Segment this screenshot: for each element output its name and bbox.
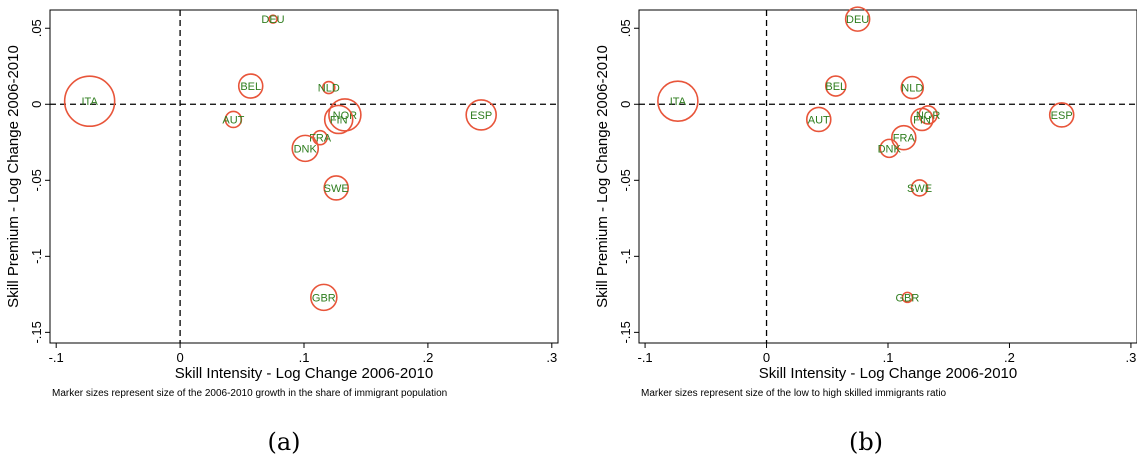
point-label-ita: ITA <box>82 96 99 108</box>
point-label-nor: NOR <box>916 110 941 122</box>
marker-nld <box>900 75 925 100</box>
point-label-aut: AUT <box>222 114 244 126</box>
x-axis-title: Skill Intensity - Log Change 2006-2010 <box>759 365 1018 382</box>
y-tick-label: .05 <box>618 19 633 37</box>
point-label-swe: SWE <box>907 183 932 195</box>
marker-deu <box>268 14 278 24</box>
marker-swe <box>910 179 929 197</box>
plot-frame <box>638 9 1137 344</box>
marker-fin <box>910 107 934 132</box>
point-label-nld: NLD <box>318 83 340 95</box>
point-label-deu: DEU <box>846 14 869 26</box>
marker-aut <box>224 110 243 129</box>
y-tick-label: -.05 <box>29 169 44 191</box>
x-tick-label: 0 <box>763 350 770 365</box>
y-tick-label: 0 <box>29 101 44 108</box>
y-tick-label: -.05 <box>618 169 633 191</box>
point-label-gbr: GBR <box>896 292 920 304</box>
y-tick-label: .05 <box>29 19 44 37</box>
marker-swe <box>323 175 350 201</box>
x-axis-title: Skill Intensity - Log Change 2006-2010 <box>175 365 434 382</box>
point-label-swe: SWE <box>324 183 349 195</box>
scatter-panel-1: -.1 0 .1 .2 .3 .05 0 -.05 -.1 -.15 ITA DEU BEL NLD AUT… <box>5 9 559 456</box>
marker-fin <box>323 104 354 135</box>
x-tick-label: -.1 <box>49 350 64 365</box>
point-label-esp: ESP <box>1051 110 1073 122</box>
point-label-ita: ITA <box>670 96 687 108</box>
marker-nor <box>328 98 362 132</box>
y-tick-label: -.1 <box>618 249 633 264</box>
point-label-deu: DEU <box>261 14 284 26</box>
marker-nor <box>918 105 938 125</box>
marker-esp <box>465 99 497 131</box>
point-label-aut: AUT <box>808 114 830 126</box>
y-tick-label: -.1 <box>29 249 44 264</box>
panel-caption: (b) <box>849 428 883 456</box>
marker-size-note: Marker sizes represent size of the 2006-… <box>52 388 447 399</box>
x-tick-label: .2 <box>1004 350 1015 365</box>
marker-fra <box>890 124 917 151</box>
marker-deu <box>844 6 871 32</box>
point-label-dnk: DNK <box>294 143 318 155</box>
point-label-bel: BEL <box>825 81 846 93</box>
x-tick-label: .3 <box>1126 350 1137 365</box>
y-tick-label: 0 <box>618 101 633 108</box>
marker-gbr <box>901 291 914 304</box>
point-label-fra: FRA <box>893 133 916 145</box>
point-label-bel: BEL <box>240 81 261 93</box>
panel-caption: (a) <box>267 428 300 456</box>
marker-nld <box>321 80 336 95</box>
x-tick-label: .2 <box>422 350 433 365</box>
y-tick-label: -.15 <box>29 321 44 343</box>
x-tick-label: 0 <box>176 350 183 365</box>
x-tick-label: .1 <box>299 350 310 365</box>
point-label-fin: FIN <box>913 114 931 126</box>
marker-esp <box>1048 102 1075 128</box>
point-label-gbr: GBR <box>312 292 336 304</box>
y-axis-title: Skill Premium - Log Change 2006-2010 <box>5 45 22 308</box>
marker-size-note: Marker sizes represent size of the low t… <box>641 388 947 399</box>
marker-gbr <box>310 283 338 312</box>
marker-dnk <box>291 134 320 163</box>
point-label-fin: FIN <box>330 114 348 126</box>
marker-bel <box>824 75 847 97</box>
y-axis-title: Skill Premium - Log Change 2006-2010 <box>594 45 611 308</box>
scatter-panel-2: -.1 0 .1 .2 .3 .05 0 -.05 -.1 -.15 ITA DEU BEL NLD AUT… <box>594 6 1137 456</box>
y-tick-label: -.15 <box>618 321 633 343</box>
point-label-nld: NLD <box>901 83 923 95</box>
x-tick-label: -.1 <box>637 350 652 365</box>
marker-aut <box>805 106 832 133</box>
marker-ita <box>63 75 116 128</box>
x-tick-label: .1 <box>883 350 894 365</box>
point-label-fra: FRA <box>309 133 332 145</box>
marker-bel <box>237 73 264 99</box>
x-tick-label: .3 <box>546 350 557 365</box>
marker-dnk <box>879 138 900 159</box>
point-label-esp: ESP <box>470 110 492 122</box>
plot-frame <box>49 9 559 344</box>
point-label-dnk: DNK <box>878 143 902 155</box>
marker-ita <box>657 80 699 123</box>
